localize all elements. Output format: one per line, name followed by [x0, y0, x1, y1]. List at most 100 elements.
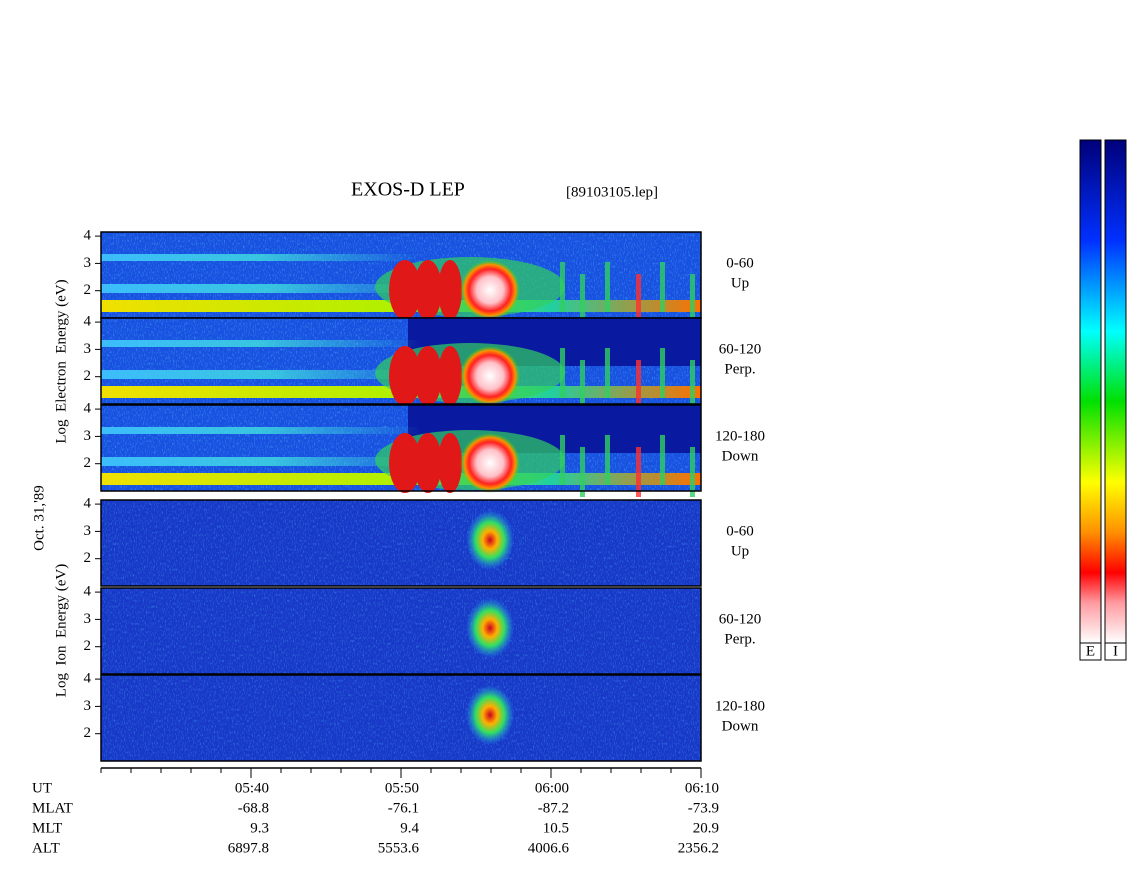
- color-bar: [1079, 139, 1102, 644]
- spectrogram-spike: [690, 274, 695, 324]
- y-tick-label: 2: [84, 282, 92, 298]
- spectrogram-spike: [560, 435, 565, 485]
- panel-frame: [100, 317, 702, 405]
- y-tick-label: 2: [84, 550, 92, 566]
- spectrogram-spike: [660, 348, 665, 398]
- spectrogram-band: [101, 284, 441, 293]
- y-axis-label: Log Ion Energy (eV): [53, 564, 69, 697]
- y-tick-label: 2: [84, 368, 92, 384]
- ephemeris-value: 6897.8: [228, 840, 269, 856]
- spectrogram-spike: [690, 360, 695, 410]
- ephemeris-value: 9.4: [400, 820, 419, 836]
- y-tick-label: 3: [84, 428, 92, 444]
- y-tick-label: 4: [84, 314, 92, 330]
- spectrogram-hot: [438, 346, 462, 406]
- spectrogram-hot: [414, 260, 442, 320]
- color-bar: [1104, 139, 1127, 644]
- ephemeris-value: -76.1: [388, 800, 419, 816]
- ephemeris-value: -87.2: [538, 800, 569, 816]
- spectrogram-peak: [466, 510, 514, 570]
- spectrogram-noise: [101, 675, 701, 761]
- spectrogram-band: [101, 370, 441, 379]
- direction-label: Down: [722, 448, 759, 464]
- direction-label: Perp.: [724, 631, 755, 647]
- x-tick-label: 05:40: [235, 780, 269, 796]
- y-tick-label: 3: [84, 341, 92, 357]
- y-tick-label: 4: [84, 228, 92, 244]
- ephemeris-value: -73.9: [688, 800, 719, 816]
- spectrogram-peak: [460, 260, 520, 320]
- angle-label: 60-120: [719, 341, 762, 357]
- color-bar-label-box: [1079, 642, 1102, 661]
- direction-label: Perp.: [724, 361, 755, 377]
- angle-label: 60-120: [719, 611, 762, 627]
- x-tick-label: 05:50: [385, 780, 419, 796]
- spectrogram-peak: [466, 598, 514, 658]
- spectrogram-spike: [580, 360, 585, 410]
- direction-label: Down: [722, 718, 759, 734]
- ephemeris-label: MLAT: [32, 800, 73, 816]
- y-tick-label: 2: [84, 455, 92, 471]
- spectrogram-spike: [605, 348, 610, 398]
- y-axis-label: Log Electron Energy (eV): [53, 279, 69, 443]
- ephemeris-value: 2356.2: [678, 840, 719, 856]
- spectrogram-hot: [414, 346, 442, 406]
- spectrogram-hot: [389, 433, 421, 493]
- y-tick-label: 4: [84, 401, 92, 417]
- spectrogram-peak: [466, 685, 514, 745]
- y-tick-label: 4: [84, 496, 92, 512]
- date-label: Oct. 31,'89: [31, 485, 47, 551]
- direction-label: Up: [731, 543, 749, 559]
- spectrogram-noise: [101, 500, 701, 586]
- spectrogram-band: [101, 254, 421, 261]
- file-name: [89103105.lep]: [566, 184, 658, 200]
- ephemeris-value: 4006.6: [528, 840, 570, 856]
- panel-frame: [100, 587, 702, 675]
- spectrogram-hot: [438, 433, 462, 493]
- y-tick-label: 3: [84, 611, 92, 627]
- ephemeris-value: 10.5: [543, 820, 569, 836]
- y-tick-label: 3: [84, 698, 92, 714]
- spectrogram-hot: [389, 260, 421, 320]
- spectrogram-spike: [636, 360, 641, 410]
- panel-frame: [100, 499, 702, 587]
- y-tick-label: 3: [84, 255, 92, 271]
- title: EXOS-D LEP: [351, 179, 465, 201]
- x-tick-label: 06:00: [535, 780, 569, 796]
- spectrogram-noise: [101, 588, 701, 674]
- spectrogram-band: [101, 427, 421, 434]
- spectrogram-spike: [636, 274, 641, 324]
- spectrogram-spike: [690, 447, 695, 497]
- ephemeris-value: -68.8: [238, 800, 269, 816]
- angle-label: 0-60: [726, 523, 754, 539]
- ephemeris-value: 20.9: [693, 820, 719, 836]
- spectrogram-spike: [605, 262, 610, 312]
- spectrogram-spike: [636, 447, 641, 497]
- direction-label: Up: [731, 275, 749, 291]
- ephemeris-label: MLT: [32, 820, 62, 836]
- ephemeris-value: 5553.6: [378, 840, 420, 856]
- spectrogram-peak: [460, 433, 520, 493]
- y-tick-label: 4: [84, 671, 92, 687]
- spectrogram-hot: [389, 346, 421, 406]
- panel-frame: [100, 404, 702, 492]
- y-tick-label: 3: [84, 523, 92, 539]
- spectrogram-spike: [560, 348, 565, 398]
- spectrogram-hot: [414, 433, 442, 493]
- color-bar-label-box: [1104, 642, 1127, 661]
- spectrogram-spike: [580, 447, 585, 497]
- spectrogram-band: [101, 340, 421, 347]
- angle-label: 120-180: [715, 698, 765, 714]
- color-bar-label: E: [1086, 643, 1095, 659]
- ephemeris-value: 9.3: [250, 820, 269, 836]
- color-bar-label: I: [1113, 643, 1118, 659]
- spectrogram-band: [101, 457, 441, 466]
- spectrogram-peak: [460, 346, 520, 406]
- spectrogram-spike: [660, 262, 665, 312]
- spectrogram-spike: [660, 435, 665, 485]
- x-tick-label: 06:10: [685, 780, 719, 796]
- y-tick-label: 2: [84, 725, 92, 741]
- ephemeris-label: ALT: [32, 840, 60, 856]
- spectrogram-spike: [605, 435, 610, 485]
